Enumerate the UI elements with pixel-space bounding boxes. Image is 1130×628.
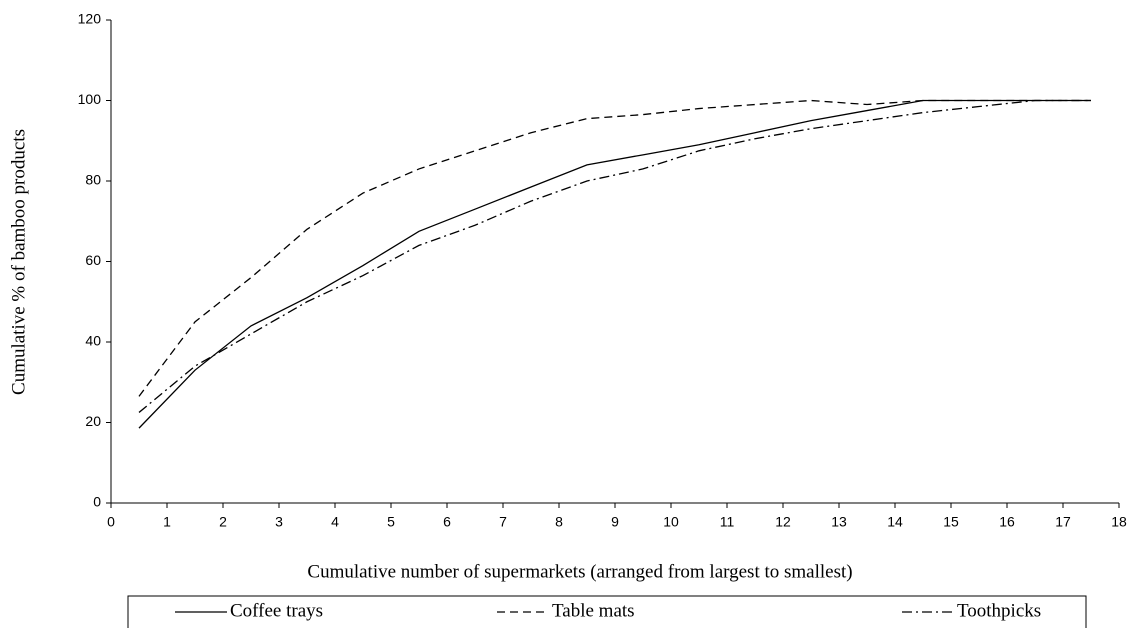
x-tick-label: 2	[219, 514, 227, 530]
x-tick-label: 14	[887, 514, 903, 530]
y-tick-label: 80	[85, 172, 101, 188]
legend-label: Table mats	[552, 600, 635, 621]
y-tick-label: 60	[85, 252, 101, 268]
line	[138, 99, 1091, 397]
y-axis-label: Cumulative % of bamboo products	[8, 129, 29, 395]
y-tick-label: 100	[78, 91, 102, 107]
x-tick-label: 9	[611, 514, 619, 530]
line	[138, 99, 1091, 413]
line	[138, 99, 1091, 429]
x-tick-label: 16	[999, 514, 1015, 530]
y-tick-label: 20	[85, 413, 101, 429]
x-tick-label: 6	[443, 514, 451, 530]
legend-label: Toothpicks	[957, 600, 1041, 621]
y-tick-label: 40	[85, 333, 101, 349]
y-tick-label: 0	[93, 494, 101, 510]
x-tick-label: 0	[107, 514, 115, 530]
x-tick-label: 5	[387, 514, 395, 530]
x-axis-label: Cumulative number of supermarkets (arran…	[307, 561, 852, 582]
x-tick-label: 11	[720, 514, 735, 530]
y-tick-label: 120	[78, 11, 102, 27]
x-tick-label: 18	[1111, 514, 1127, 530]
x-tick-label: 10	[663, 514, 679, 530]
x-tick-label: 8	[555, 514, 563, 530]
x-tick-label: 1	[163, 514, 171, 530]
x-tick-label: 17	[1055, 514, 1071, 530]
x-tick-label: 7	[499, 514, 507, 530]
x-tick-label: 13	[831, 514, 847, 530]
legend-label: Coffee trays	[230, 600, 323, 621]
x-tick-label: 12	[775, 514, 791, 530]
x-tick-label: 4	[331, 514, 339, 530]
x-tick-label: 15	[943, 514, 959, 530]
legend-box	[127, 595, 1087, 628]
x-tick-label: 3	[275, 514, 283, 530]
